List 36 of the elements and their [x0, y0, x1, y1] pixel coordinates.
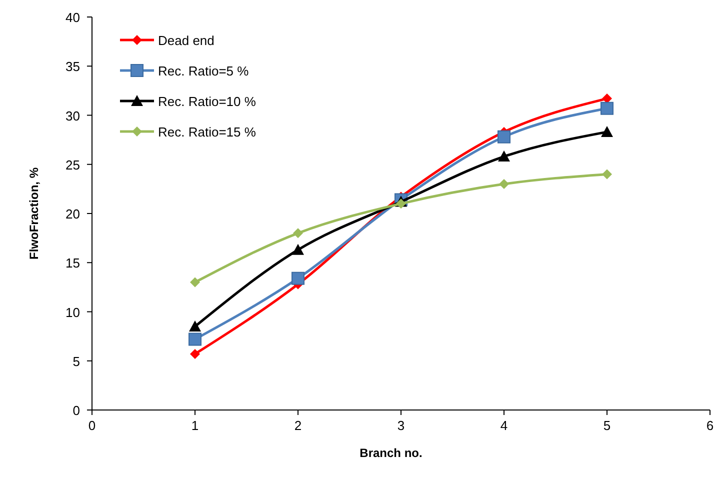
- y-tick-label: 25: [66, 157, 80, 172]
- point: [292, 244, 304, 255]
- point: [601, 126, 613, 137]
- x-tick-label: 2: [294, 418, 302, 433]
- y-tick-label: 35: [66, 59, 80, 74]
- point: [499, 179, 509, 190]
- x-tick-label: 0: [88, 418, 96, 433]
- point: [188, 332, 202, 346]
- legend-label: Rec. Ratio=10 %: [158, 94, 256, 109]
- point: [293, 228, 303, 238]
- legend-label: Rec. Ratio=5 %: [158, 64, 250, 78]
- point: [602, 169, 612, 180]
- x-tick-label: 5: [603, 418, 611, 433]
- point: [498, 150, 510, 162]
- y-tick-label: 15: [66, 256, 80, 271]
- y-tick-label: 5: [72, 354, 80, 369]
- point: [396, 198, 406, 209]
- x-axis-title: Branch no.: [360, 446, 422, 460]
- point: [189, 320, 201, 332]
- y-tick-label: 0: [72, 403, 80, 418]
- y-tick-label: 10: [66, 304, 80, 320]
- point: [292, 272, 304, 285]
- x-tick-label: 6: [706, 418, 714, 433]
- x-tick-label: 4: [500, 418, 508, 433]
- legend-label: Rec. Ratio=15 %: [158, 124, 256, 140]
- x-tick-label: 3: [397, 418, 405, 433]
- x-tick-label: 1: [191, 418, 199, 433]
- y-tick-label: 20: [66, 206, 80, 222]
- point: [190, 277, 200, 288]
- point: [600, 102, 614, 115]
- point: [190, 349, 200, 359]
- point: [498, 130, 510, 144]
- y-axis-title: FlwoFraction, %: [27, 167, 41, 260]
- y-tick-label: 30: [66, 108, 80, 124]
- y-tick-label: 40: [66, 10, 80, 25]
- legend-label: Dead end: [158, 33, 214, 48]
